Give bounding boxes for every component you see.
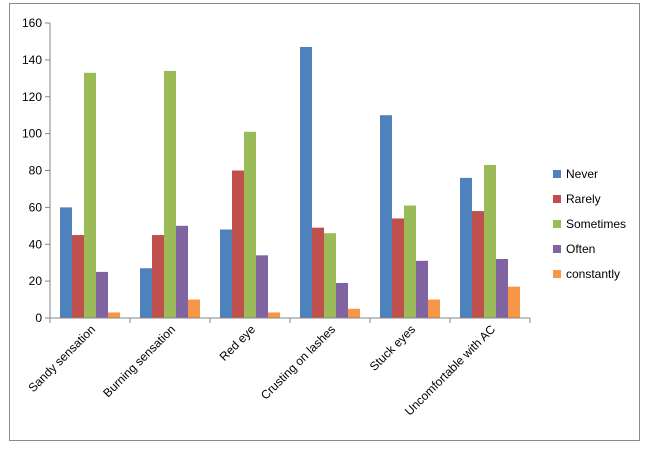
bar-rarely-5 (472, 211, 484, 318)
category-label: Crusting on lashes (258, 322, 338, 402)
y-tick-label: 40 (29, 237, 43, 251)
chart-frame (9, 3, 640, 441)
axes (49, 23, 531, 323)
y-tick-label: 80 (29, 164, 43, 178)
bar-often-0 (96, 271, 108, 318)
y-tick-label: 120 (22, 90, 42, 104)
bar-never-4 (380, 115, 392, 318)
bar-sometimes-4 (404, 205, 416, 318)
bar-never-3 (300, 46, 312, 318)
bar-constantly-5 (508, 286, 520, 318)
bar-rarely-4 (392, 218, 404, 318)
category-label: Sandy sensation (25, 322, 98, 395)
category-label: Uncomfortable with AC (402, 322, 498, 418)
y-tick-label: 140 (22, 53, 42, 67)
category-label: Burning sensation (100, 322, 178, 400)
bar-sometimes-0 (84, 72, 96, 318)
bar-rarely-3 (312, 227, 324, 318)
bar-sometimes-2 (244, 131, 256, 318)
legend: Never Rarely Sometimes Often constantly (553, 167, 626, 281)
y-tick-label: 20 (29, 274, 43, 288)
bar-sometimes-1 (164, 70, 176, 318)
legend-swatch-constantly (553, 270, 561, 278)
category-labels: Sandy sensation Burning sensation Red eye C… (25, 322, 498, 418)
bar-often-2 (256, 255, 268, 318)
bar-rarely-1 (152, 235, 164, 318)
bar-never-2 (220, 229, 232, 318)
bar-never-1 (140, 268, 152, 318)
legend-swatch-never (553, 170, 561, 178)
bar-constantly-3 (348, 308, 360, 318)
y-axis-ticks: 0 20 40 60 80 100 120 140 160 (22, 16, 50, 325)
legend-label-rarely: Rarely (566, 192, 601, 206)
legend-label-often: Often (566, 242, 595, 256)
bar-often-4 (416, 260, 428, 318)
category-label: Stuck eyes (367, 322, 418, 373)
y-tick-label: 100 (22, 127, 42, 141)
bar-sometimes-5 (484, 164, 496, 318)
legend-label-sometimes: Sometimes (566, 217, 626, 231)
bars (60, 46, 520, 318)
y-tick-label: 0 (35, 311, 42, 325)
bar-sometimes-3 (324, 233, 336, 318)
legend-swatch-often (553, 245, 561, 253)
bar-never-0 (60, 207, 72, 318)
bar-rarely-0 (72, 235, 84, 318)
bar-constantly-0 (108, 312, 120, 318)
bar-constantly-1 (188, 299, 200, 318)
bar-rarely-2 (232, 170, 244, 318)
legend-swatch-sometimes (553, 220, 561, 228)
bar-often-3 (336, 282, 348, 318)
y-tick-label: 160 (22, 16, 42, 30)
bar-never-5 (460, 177, 472, 318)
bar-constantly-4 (428, 299, 440, 318)
y-tick-label: 60 (29, 200, 43, 214)
bar-constantly-2 (268, 312, 280, 318)
legend-swatch-rarely (553, 195, 561, 203)
category-label: Red eye (217, 322, 259, 364)
legend-label-never: Never (566, 167, 598, 181)
bar-often-1 (176, 225, 188, 318)
bar-often-5 (496, 259, 508, 318)
legend-label-constantly: constantly (566, 267, 620, 281)
